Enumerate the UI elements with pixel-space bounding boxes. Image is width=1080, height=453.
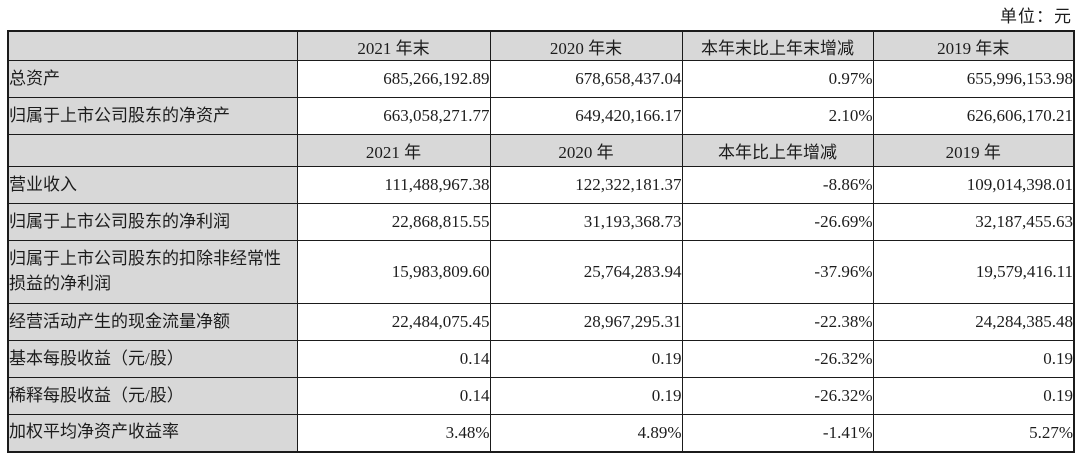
- table-row-weighted-avg-roe: 加权平均净资产收益率 3.48% 4.89% -1.41% 5.27%: [7, 414, 1075, 452]
- value-change: -26.32%: [681, 377, 874, 415]
- header-cell-2019-year: 2019 年: [872, 134, 1075, 167]
- value-2021: 3.48%: [296, 414, 491, 452]
- row-label: 稀释每股收益（元/股）: [7, 377, 298, 415]
- value-2020: 28,967,295.31: [489, 303, 683, 341]
- value-2020: 25,764,283.94: [489, 240, 683, 304]
- value-2021: 22,484,075.45: [296, 303, 491, 341]
- value-2019: 5.27%: [872, 414, 1075, 452]
- table-row-net-profit: 归属于上市公司股东的净利润 22,868,815.55 31,193,368.7…: [7, 203, 1075, 241]
- value-2019: 0.19: [872, 377, 1075, 415]
- value-change: -8.86%: [681, 166, 874, 204]
- value-2020: 0.19: [489, 340, 683, 378]
- table-row-operating-revenue: 营业收入 111,488,967.38 122,322,181.37 -8.86…: [7, 166, 1075, 204]
- header-cell-2021-year: 2021 年: [296, 134, 491, 167]
- table-row-net-assets: 归属于上市公司股东的净资产 663,058,271.77 649,420,166…: [7, 97, 1075, 135]
- row-label: 总资产: [7, 60, 298, 98]
- value-2020: 678,658,437.04: [489, 60, 683, 98]
- header-cell-yoy-change-year: 本年比上年增减: [681, 134, 874, 167]
- value-2020: 649,420,166.17: [489, 97, 683, 135]
- row-label: 营业收入: [7, 166, 298, 204]
- value-2021: 22,868,815.55: [296, 203, 491, 241]
- header-cell-2020-year: 2020 年: [489, 134, 683, 167]
- header-cell-2019-year-end: 2019 年末: [872, 30, 1075, 61]
- row-label: 加权平均净资产收益率: [7, 414, 298, 452]
- value-2019: 19,579,416.11: [872, 240, 1075, 304]
- header-cell-empty: [7, 30, 298, 61]
- header-row-year: 2021 年 2020 年 本年比上年增减 2019 年: [7, 134, 1075, 167]
- table-row-total-assets: 总资产 685,266,192.89 678,658,437.04 0.97% …: [7, 60, 1075, 98]
- value-change: 0.97%: [681, 60, 874, 98]
- table-row-operating-cash-flow: 经营活动产生的现金流量净额 22,484,075.45 28,967,295.3…: [7, 303, 1075, 341]
- row-label: 经营活动产生的现金流量净额: [7, 303, 298, 341]
- header-cell-empty: [7, 134, 298, 167]
- value-2021: 0.14: [296, 340, 491, 378]
- value-2021: 0.14: [296, 377, 491, 415]
- value-2021: 663,058,271.77: [296, 97, 491, 135]
- value-2020: 0.19: [489, 377, 683, 415]
- table-row-basic-eps: 基本每股收益（元/股） 0.14 0.19 -26.32% 0.19: [7, 340, 1075, 378]
- row-label: 归属于上市公司股东的扣除非经常性损益的净利润: [7, 240, 298, 304]
- unit-label: 单位：元: [1000, 7, 1072, 26]
- value-2020: 4.89%: [489, 414, 683, 452]
- table-row-net-profit-excl-nonrecurring: 归属于上市公司股东的扣除非经常性损益的净利润 15,983,809.60 25,…: [7, 240, 1075, 304]
- header-row-year-end: 2021 年末 2020 年末 本年末比上年末增减 2019 年末: [7, 30, 1075, 61]
- financial-summary-table: 2021 年末 2020 年末 本年末比上年末增减 2019 年末 总资产 68…: [7, 30, 1075, 453]
- value-2021: 685,266,192.89: [296, 60, 491, 98]
- value-change: 2.10%: [681, 97, 874, 135]
- value-2019: 0.19: [872, 340, 1075, 378]
- value-2020: 31,193,368.73: [489, 203, 683, 241]
- value-2019: 32,187,455.63: [872, 203, 1075, 241]
- header-cell-yoy-change-year-end: 本年末比上年末增减: [681, 30, 874, 61]
- value-2019: 109,014,398.01: [872, 166, 1075, 204]
- row-label: 归属于上市公司股东的净利润: [7, 203, 298, 241]
- table-row-diluted-eps: 稀释每股收益（元/股） 0.14 0.19 -26.32% 0.19: [7, 377, 1075, 415]
- row-label: 基本每股收益（元/股）: [7, 340, 298, 378]
- header-cell-2020-year-end: 2020 年末: [489, 30, 683, 61]
- header-cell-2021-year-end: 2021 年末: [296, 30, 491, 61]
- value-change: -37.96%: [681, 240, 874, 304]
- value-2019: 626,606,170.21: [872, 97, 1075, 135]
- value-2020: 122,322,181.37: [489, 166, 683, 204]
- value-change: -1.41%: [681, 414, 874, 452]
- value-2021: 111,488,967.38: [296, 166, 491, 204]
- value-change: -26.32%: [681, 340, 874, 378]
- value-2019: 655,996,153.98: [872, 60, 1075, 98]
- value-2019: 24,284,385.48: [872, 303, 1075, 341]
- value-2021: 15,983,809.60: [296, 240, 491, 304]
- row-label: 归属于上市公司股东的净资产: [7, 97, 298, 135]
- value-change: -26.69%: [681, 203, 874, 241]
- value-change: -22.38%: [681, 303, 874, 341]
